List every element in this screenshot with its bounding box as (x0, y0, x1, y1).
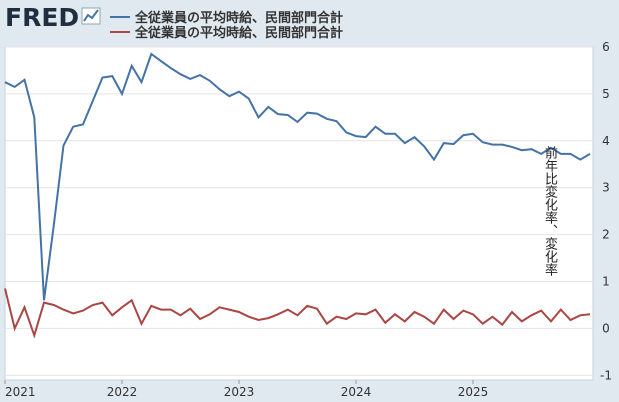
logo: FRED (5, 3, 79, 32)
x-tick-label: 2025 (458, 385, 489, 399)
series-line (4, 52, 591, 301)
y-tick-label: 2 (602, 228, 610, 242)
x-tick-label: 2021 (5, 385, 36, 399)
logo-icon (81, 7, 101, 25)
series-line (4, 288, 591, 339)
x-tick-label: 2022 (107, 385, 138, 399)
y-tick-label: 6 (602, 40, 610, 54)
y-tick-label: 3 (602, 181, 610, 195)
legend-label: 全従業員の平均時給、民間部門合計 (134, 10, 343, 26)
legend-label: 全従業員の平均時給、民間部門合計 (134, 25, 343, 41)
y-tick-label: 1 (602, 275, 610, 289)
x-tick-label: 2024 (341, 385, 372, 399)
y-tick-label: 4 (602, 134, 610, 148)
plot-area (4, 46, 594, 381)
x-tick-label: 2023 (224, 385, 255, 399)
y-tick-label: 5 (602, 87, 610, 101)
y-tick-label: -1 (600, 368, 612, 382)
y-axis-label: 前年比変化率、変化率 (542, 146, 557, 276)
y-tick-label: 0 (602, 321, 610, 335)
